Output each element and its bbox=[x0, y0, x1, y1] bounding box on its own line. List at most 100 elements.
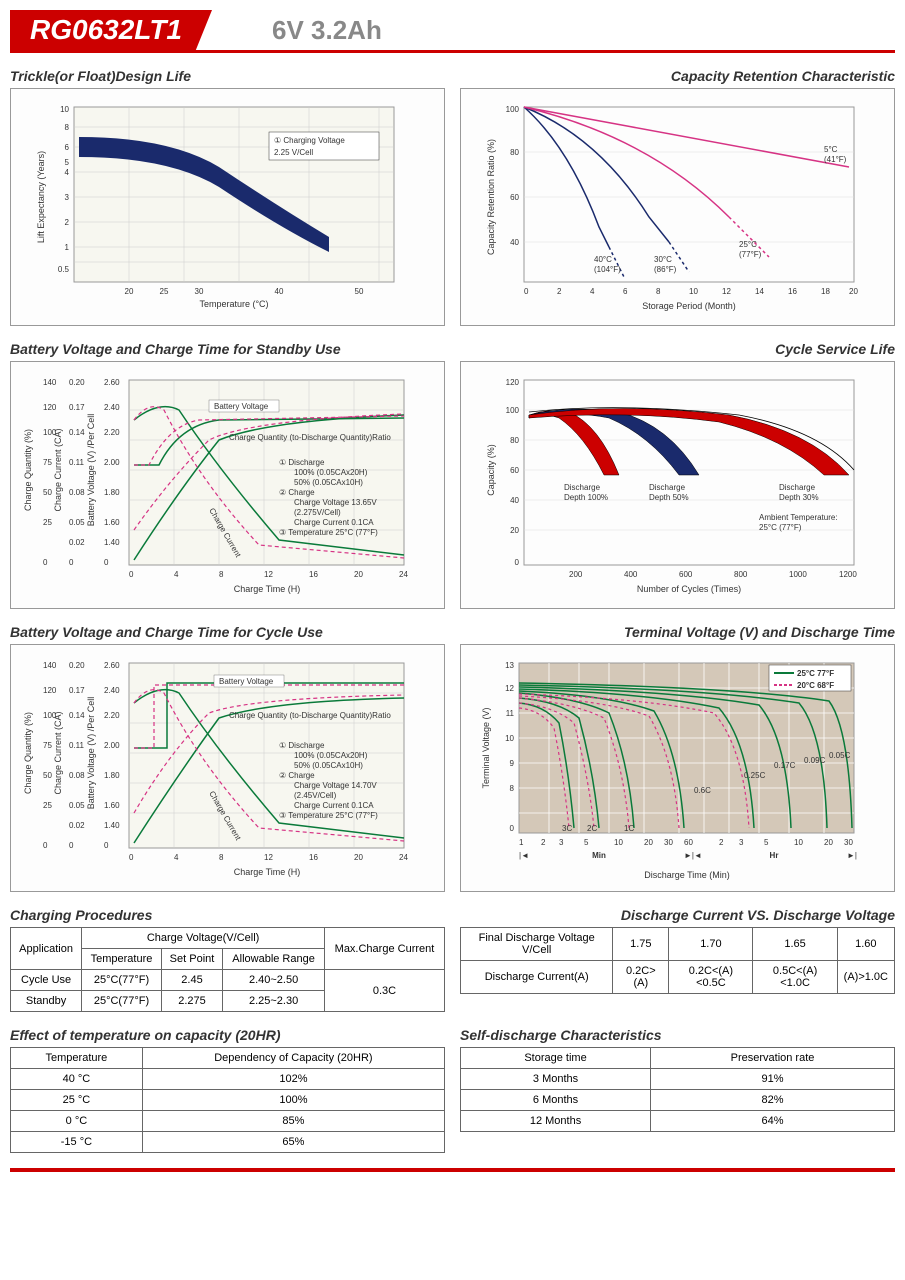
svg-text:25°C: 25°C bbox=[739, 240, 757, 249]
svg-text:Capacity (%): Capacity (%) bbox=[486, 444, 496, 496]
svg-text:0.02: 0.02 bbox=[69, 821, 85, 830]
svg-text:1.40: 1.40 bbox=[104, 538, 120, 547]
svg-text:② Charge: ② Charge bbox=[279, 488, 315, 497]
svg-text:3C: 3C bbox=[562, 824, 572, 833]
svg-text:8: 8 bbox=[65, 123, 70, 132]
svg-text:Charge Quantity (%): Charge Quantity (%) bbox=[23, 712, 33, 794]
svg-text:8: 8 bbox=[219, 570, 224, 579]
svg-text:Depth 30%: Depth 30% bbox=[779, 493, 819, 502]
svg-text:Charge Voltage 13.65V: Charge Voltage 13.65V bbox=[294, 498, 377, 507]
header: RG0632LT1 6V 3.2Ah bbox=[10, 10, 895, 53]
svg-text:24: 24 bbox=[399, 853, 408, 862]
svg-text:1: 1 bbox=[65, 243, 70, 252]
model-number: RG0632LT1 bbox=[10, 10, 212, 50]
svg-text:30°C: 30°C bbox=[654, 255, 672, 264]
chart-title-retention: Capacity Retention Characteristic bbox=[460, 68, 895, 84]
svg-text:140: 140 bbox=[43, 378, 57, 387]
svg-text:Charge Quantity (to-Discharge: Charge Quantity (to-Discharge Quantity)R… bbox=[229, 433, 391, 442]
svg-text:120: 120 bbox=[43, 686, 57, 695]
svg-text:12: 12 bbox=[264, 853, 273, 862]
svg-text:2.00: 2.00 bbox=[104, 741, 120, 750]
svg-text:4: 4 bbox=[590, 287, 595, 296]
svg-text:② Charge: ② Charge bbox=[279, 771, 315, 780]
chart-standby: Battery Voltage Charge Quantity (to-Disc… bbox=[10, 361, 445, 609]
svg-text:1: 1 bbox=[519, 838, 524, 847]
svg-text:2: 2 bbox=[719, 838, 724, 847]
svg-text:24: 24 bbox=[399, 570, 408, 579]
svg-text:100: 100 bbox=[43, 711, 57, 720]
svg-text:4: 4 bbox=[65, 168, 70, 177]
svg-text:5: 5 bbox=[584, 838, 589, 847]
svg-text:6: 6 bbox=[623, 287, 628, 296]
svg-text:10: 10 bbox=[689, 287, 698, 296]
svg-text:50: 50 bbox=[43, 771, 52, 780]
svg-text:120: 120 bbox=[43, 403, 57, 412]
svg-text:14: 14 bbox=[755, 287, 764, 296]
svg-text:4: 4 bbox=[174, 853, 179, 862]
svg-text:16: 16 bbox=[309, 570, 318, 579]
svg-text:0.25C: 0.25C bbox=[744, 771, 766, 780]
svg-text:Terminal Voltage (V): Terminal Voltage (V) bbox=[481, 707, 491, 788]
svg-text:12: 12 bbox=[505, 684, 514, 693]
svg-text:Charge Quantity (to-Discharge: Charge Quantity (to-Discharge Quantity)R… bbox=[229, 711, 391, 720]
svg-text:30: 30 bbox=[844, 838, 853, 847]
chart-title-cycle-life: Cycle Service Life bbox=[460, 341, 895, 357]
svg-text:20: 20 bbox=[510, 526, 519, 535]
svg-text:0: 0 bbox=[129, 853, 134, 862]
svg-text:8: 8 bbox=[510, 784, 515, 793]
svg-text:10: 10 bbox=[60, 105, 69, 114]
svg-text:Number of Cycles (Times): Number of Cycles (Times) bbox=[637, 584, 741, 594]
svg-text:0: 0 bbox=[104, 841, 109, 850]
chart-title-cycle-use: Battery Voltage and Charge Time for Cycl… bbox=[10, 624, 445, 640]
svg-text:Charge Time (H): Charge Time (H) bbox=[234, 584, 301, 594]
svg-text:20: 20 bbox=[354, 853, 363, 862]
svg-text:800: 800 bbox=[734, 570, 748, 579]
svg-text:Ambient Temperature:: Ambient Temperature: bbox=[759, 513, 838, 522]
svg-text:Battery Voltage: Battery Voltage bbox=[214, 402, 269, 411]
svg-text:Charge Current (CA): Charge Current (CA) bbox=[53, 428, 63, 511]
svg-text:Battery Voltage: Battery Voltage bbox=[219, 677, 274, 686]
svg-text:25: 25 bbox=[160, 287, 169, 296]
svg-text:25: 25 bbox=[43, 801, 52, 810]
svg-text:80: 80 bbox=[510, 148, 519, 157]
svg-text:Depth 100%: Depth 100% bbox=[564, 493, 608, 502]
svg-text:50: 50 bbox=[355, 287, 364, 296]
svg-text:Charge Current 0.1CA: Charge Current 0.1CA bbox=[294, 801, 374, 810]
svg-text:Charge Time (H): Charge Time (H) bbox=[234, 867, 301, 877]
svg-text:10: 10 bbox=[505, 734, 514, 743]
svg-text:5: 5 bbox=[764, 838, 769, 847]
svg-text:2.60: 2.60 bbox=[104, 661, 120, 670]
self-discharge-table: Storage timePreservation rate 3 Months91… bbox=[460, 1047, 895, 1132]
discharge-vs-table: Final Discharge Voltage V/Cell1.751.701.… bbox=[460, 927, 895, 994]
svg-text:►|: ►| bbox=[847, 851, 857, 860]
svg-text:400: 400 bbox=[624, 570, 638, 579]
svg-text:0.05C: 0.05C bbox=[829, 751, 851, 760]
svg-text:2.20: 2.20 bbox=[104, 428, 120, 437]
svg-text:11: 11 bbox=[506, 709, 515, 718]
svg-text:③ Temperature 25°C (77°F): ③ Temperature 25°C (77°F) bbox=[279, 528, 378, 537]
svg-text:Depth 50%: Depth 50% bbox=[649, 493, 689, 502]
svg-text:►|◄: ►|◄ bbox=[684, 851, 702, 860]
svg-text:2: 2 bbox=[541, 838, 546, 847]
table-title-discharge-vs: Discharge Current VS. Discharge Voltage bbox=[460, 907, 895, 923]
svg-text:16: 16 bbox=[309, 853, 318, 862]
svg-text:20: 20 bbox=[849, 287, 858, 296]
svg-text:40: 40 bbox=[510, 238, 519, 247]
svg-text:Storage Period (Month): Storage Period (Month) bbox=[642, 301, 736, 311]
svg-text:1200: 1200 bbox=[839, 570, 857, 579]
svg-text:600: 600 bbox=[679, 570, 693, 579]
svg-text:(2.45V/Cell): (2.45V/Cell) bbox=[294, 791, 337, 800]
svg-text:Charge Current 0.1CA: Charge Current 0.1CA bbox=[294, 518, 374, 527]
svg-text:1.80: 1.80 bbox=[104, 771, 120, 780]
svg-text:10: 10 bbox=[794, 838, 803, 847]
svg-text:8: 8 bbox=[219, 853, 224, 862]
svg-text:2C: 2C bbox=[587, 824, 597, 833]
svg-text:0.05: 0.05 bbox=[69, 801, 85, 810]
svg-text:50% (0.05CAx10H): 50% (0.05CAx10H) bbox=[294, 761, 363, 770]
svg-text:0.14: 0.14 bbox=[69, 428, 85, 437]
svg-text:0.17: 0.17 bbox=[69, 686, 85, 695]
svg-text:25°C 77°F: 25°C 77°F bbox=[797, 669, 834, 678]
svg-text:6: 6 bbox=[65, 143, 70, 152]
svg-text:0: 0 bbox=[515, 558, 520, 567]
charging-procedures-table: Application Charge Voltage(V/Cell) Max.C… bbox=[10, 927, 445, 1012]
